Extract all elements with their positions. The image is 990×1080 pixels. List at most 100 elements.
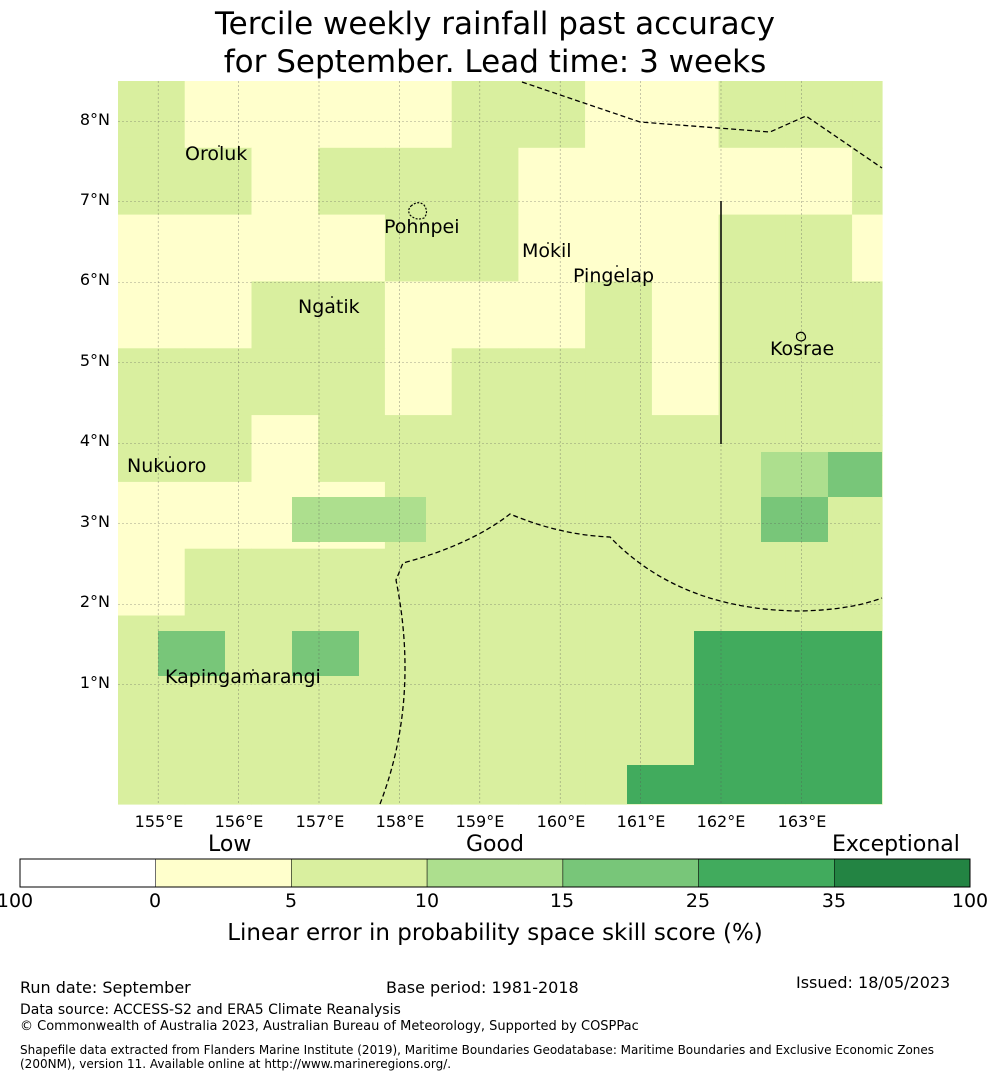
grid-cell	[251, 281, 319, 349]
grid-cell	[384, 615, 453, 683]
grid-cell	[158, 631, 225, 676]
grid-cell	[518, 348, 586, 416]
colorbar-segment	[834, 858, 971, 888]
grid-cell	[651, 147, 720, 216]
grid-cell	[518, 548, 586, 617]
grid-cell	[718, 548, 786, 617]
grid-cell	[451, 348, 519, 416]
grid-cell	[384, 147, 453, 216]
grid-cell	[384, 348, 453, 416]
grid-cell	[118, 147, 186, 216]
grid-cell	[585, 415, 653, 483]
colorbar-tick-15: 15	[549, 890, 575, 912]
grid-cell	[251, 81, 319, 149]
grid-cell	[761, 497, 828, 542]
grid-cell	[651, 348, 720, 416]
grid-cell	[184, 415, 252, 483]
run-date: Run date: September	[20, 978, 191, 997]
grid-cell	[852, 214, 883, 282]
colorbar-segment	[155, 858, 292, 888]
grid-cell	[651, 548, 720, 617]
grid-cell	[451, 682, 519, 750]
colorbar-category-good: Good	[466, 832, 524, 857]
grid-cell	[318, 81, 386, 149]
grid-cell	[384, 548, 453, 617]
grid-cell	[118, 481, 186, 550]
grid-cell	[518, 682, 586, 750]
grid-cell	[852, 348, 883, 416]
colorbar-segment	[426, 858, 564, 888]
lat-tick-4n: 4°N	[79, 431, 110, 450]
grid-cell	[651, 415, 720, 483]
lat-tick-7n: 7°N	[79, 190, 110, 209]
grid-cell	[384, 415, 453, 483]
grid-cell	[318, 682, 386, 750]
grid-cell	[518, 81, 586, 149]
colorbar-tick-10: 10	[414, 890, 440, 912]
copyright-notice: © Commonwealth of Australia 2023, Austra…	[20, 1019, 639, 1034]
grid-cell	[852, 81, 883, 149]
grid-cell	[292, 631, 359, 676]
grid-cell	[627, 765, 694, 804]
island-outlines	[408, 202, 807, 342]
island-dots	[169, 145, 618, 671]
grid-cell	[852, 281, 883, 349]
place-label-pohnpei: Pohnpei	[384, 216, 460, 238]
grid-cell	[184, 147, 252, 216]
place-label-kosrae: Kosrae	[770, 338, 835, 360]
place-label-nukuoro: Nukuoro	[127, 455, 207, 477]
grid-cell	[585, 147, 653, 216]
grid-cell	[318, 214, 386, 282]
grid-cell	[518, 147, 586, 216]
grid-cell	[118, 348, 186, 416]
grid-cell	[451, 749, 519, 805]
grid-cell	[518, 481, 586, 550]
lon-tick-161e: 161°E	[616, 812, 666, 831]
data-source: Data source: ACCESS-S2 and ERA5 Climate …	[20, 1002, 401, 1018]
grid-cell	[251, 348, 319, 416]
grid-cell	[184, 682, 252, 750]
colorbar-segment	[562, 858, 699, 888]
grid-cell	[585, 281, 653, 349]
lon-tick-155e: 155°E	[134, 812, 184, 831]
lon-tick-162e: 162°E	[696, 812, 746, 831]
eez-boundaries	[379, 81, 883, 805]
grid-cell	[318, 281, 386, 349]
grid-cell	[251, 548, 319, 617]
grid-cell	[451, 615, 519, 683]
grid-cell	[184, 81, 252, 149]
lon-tick-157e: 157°E	[295, 812, 345, 831]
grid-cell	[451, 415, 519, 483]
colorbar-frame	[19, 858, 971, 888]
pohnpei-island-outline	[408, 202, 428, 220]
colorbar-tick-0: 0	[148, 890, 162, 912]
grid-cell	[585, 481, 653, 550]
grid-cell	[184, 481, 252, 550]
grid-cell	[518, 415, 586, 483]
colorbar-title: Linear error in probability space skill …	[227, 920, 763, 946]
grid-cell	[251, 415, 319, 483]
grid-cell	[585, 348, 653, 416]
eez-boundary-south	[379, 513, 883, 805]
grid-cell	[718, 81, 786, 149]
grid-cell	[384, 81, 453, 149]
grid-cell	[518, 281, 586, 349]
place-label-mokil: Mokil	[522, 240, 572, 262]
grid-cell	[585, 682, 653, 750]
grid-cell	[718, 147, 786, 216]
pingelap-marker	[616, 265, 618, 267]
grid-cell	[118, 281, 186, 349]
lat-tick-8n: 8°N	[79, 110, 110, 129]
grid-cell	[451, 281, 519, 349]
grid-cell	[451, 147, 519, 216]
grid-cell	[118, 214, 186, 282]
grid-cell	[718, 281, 786, 349]
lat-tick-6n: 6°N	[79, 270, 110, 289]
grid-cell	[518, 214, 586, 282]
colorbar-segment	[19, 858, 156, 888]
grid-cell	[184, 548, 252, 617]
grid-cell	[785, 81, 853, 149]
kapingamarangi-marker	[252, 669, 254, 671]
grid-cell	[852, 548, 883, 617]
